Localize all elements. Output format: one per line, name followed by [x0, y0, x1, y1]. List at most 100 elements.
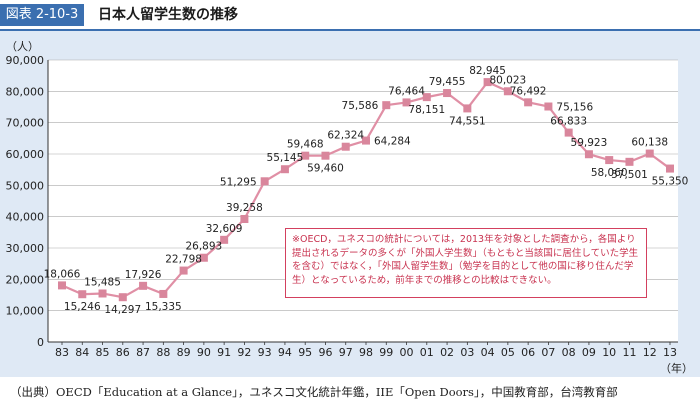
x-tick-label: 91 — [217, 346, 231, 359]
x-tick-label: 84 — [75, 346, 89, 359]
data-point — [544, 102, 553, 111]
data-point — [443, 89, 452, 98]
x-tick-label: 89 — [177, 346, 191, 359]
x-tick-label: 90 — [197, 346, 211, 359]
x-tick-label: 12 — [643, 346, 657, 359]
note-box: ※OECD，ユネスコの統計については，2013年を対象とした調査から，各国より提… — [285, 228, 647, 298]
data-label: 75,156 — [556, 102, 593, 114]
x-tick-label: 97 — [339, 346, 353, 359]
data-point — [179, 266, 188, 275]
data-label: 79,455 — [429, 76, 466, 88]
x-tick-label: 87 — [136, 346, 150, 359]
y-tick-label: 90,000 — [6, 54, 45, 67]
y-tick-label: 20,000 — [6, 273, 45, 286]
data-point — [463, 104, 472, 113]
x-tick-label: 96 — [318, 346, 332, 359]
x-tick-label: 93 — [258, 346, 272, 359]
x-tick-label: 94 — [278, 346, 292, 359]
y-tick-label: 40,000 — [6, 211, 45, 224]
data-point — [98, 289, 107, 298]
data-point — [362, 136, 370, 145]
data-label: 55,350 — [652, 176, 689, 188]
data-point — [645, 149, 654, 158]
data-point — [503, 87, 512, 96]
data-label: 57,501 — [611, 169, 648, 181]
data-point — [260, 177, 269, 186]
y-tick-label: 80,000 — [6, 85, 45, 98]
data-label: 17,926 — [125, 269, 162, 281]
data-label: 60,138 — [631, 137, 668, 149]
data-label: 51,295 — [220, 176, 257, 188]
title-rule — [0, 29, 700, 31]
data-point — [78, 290, 87, 299]
x-tick-label: 03 — [460, 346, 474, 359]
data-point — [58, 281, 66, 290]
x-tick-label: 85 — [96, 346, 110, 359]
data-label: 80,023 — [489, 74, 526, 86]
data-label: 22,798 — [165, 254, 202, 266]
data-point — [584, 150, 593, 159]
data-point — [422, 93, 431, 102]
x-tick-label: 10 — [602, 346, 616, 359]
data-point — [341, 142, 350, 151]
x-tick-label: 86 — [116, 346, 130, 359]
data-label: 64,284 — [374, 136, 411, 148]
data-labels: 18,066 15,246 15,485 14,297 17,926 15,335 22,7… — [44, 65, 689, 316]
y-tick-label: 0 — [37, 336, 44, 349]
x-tick-label: 92 — [237, 346, 251, 359]
data-label: 39,258 — [226, 202, 263, 214]
x-tick-label: 83 — [55, 346, 69, 359]
data-point — [199, 253, 208, 262]
x-unit-label: （年） — [660, 361, 693, 375]
data-point — [118, 293, 127, 302]
data-point — [301, 151, 310, 160]
y-tick-label: 50,000 — [6, 179, 45, 192]
data-point — [625, 157, 634, 166]
x-tick-label: 09 — [582, 346, 596, 359]
data-point — [483, 78, 492, 87]
x-tick-label: 00 — [400, 346, 414, 359]
data-point — [280, 165, 289, 174]
data-label: 76,464 — [388, 85, 425, 97]
data-label: 15,246 — [64, 301, 101, 313]
data-point — [321, 151, 330, 160]
data-point — [666, 164, 674, 173]
data-label: 15,335 — [145, 301, 182, 313]
data-label: 14,297 — [104, 304, 141, 316]
x-tick-label: 11 — [622, 346, 636, 359]
x-tick-label: 07 — [541, 346, 555, 359]
data-point — [240, 214, 249, 223]
data-point — [139, 281, 148, 290]
data-label: 62,324 — [327, 130, 364, 142]
data-label: 74,551 — [449, 115, 486, 127]
data-label: 55,145 — [267, 152, 304, 164]
data-label: 58,060 — [591, 167, 628, 179]
y-unit-label: （人） — [6, 40, 39, 53]
data-label: 59,468 — [287, 139, 324, 151]
data-point — [605, 156, 614, 165]
x-tick-label: 06 — [521, 346, 535, 359]
data-label: 75,586 — [342, 100, 379, 112]
data-label: 66,833 — [550, 116, 587, 128]
x-axis: 83 84 85 86 87 88 89 90 91 92 93 94 95 96 97 98 99 00 01 02… — [55, 342, 677, 359]
x-tick-label: 05 — [501, 346, 515, 359]
source-citation: （出典）OECD「Education at a Glance」，ユネスコ文化統計… — [10, 385, 618, 399]
x-tick-label: 13 — [663, 346, 677, 359]
y-tick-label: 60,000 — [6, 148, 45, 161]
data-point — [220, 235, 229, 244]
data-point — [564, 128, 573, 137]
data-point — [402, 98, 411, 107]
data-point — [524, 98, 533, 107]
x-tick-label: 02 — [440, 346, 454, 359]
data-label: 18,066 — [44, 268, 81, 280]
x-tick-label: 95 — [298, 346, 312, 359]
y-tick-label: 70,000 — [6, 117, 45, 130]
figure-tag: 図表 2-10-3 — [0, 4, 84, 26]
data-label: 59,460 — [307, 163, 344, 175]
x-tick-label: 99 — [379, 346, 393, 359]
figure-title: 日本人留学生数の推移 — [98, 7, 238, 23]
x-tick-label: 08 — [562, 346, 576, 359]
data-label: 76,492 — [510, 85, 547, 97]
data-point — [382, 101, 391, 110]
